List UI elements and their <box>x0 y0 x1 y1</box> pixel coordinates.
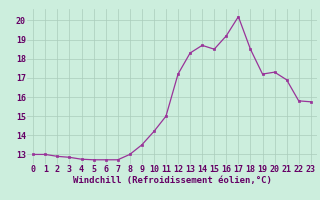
X-axis label: Windchill (Refroidissement éolien,°C): Windchill (Refroidissement éolien,°C) <box>73 176 271 185</box>
